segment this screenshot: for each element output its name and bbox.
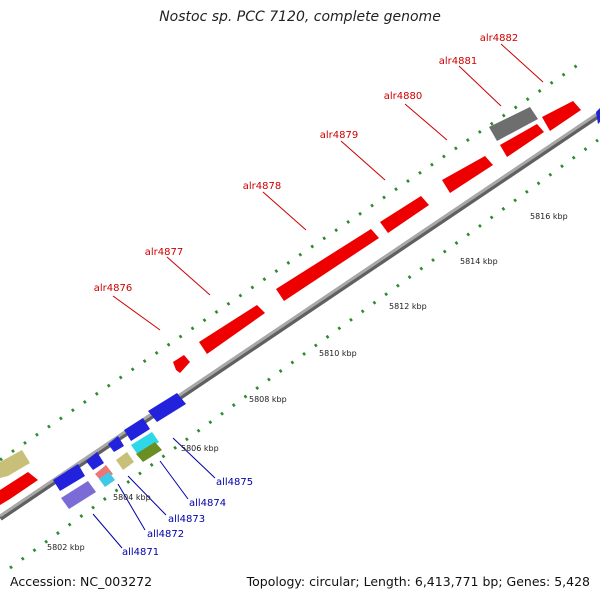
gene-block[interactable] <box>136 442 162 462</box>
ruler-label: 5812 kbp <box>389 302 427 311</box>
gene-label-alr4879[interactable]: alr4879 <box>320 130 358 141</box>
gene-block-alr4876[interactable] <box>199 305 265 354</box>
ruler-label: 5816 kbp <box>530 212 568 221</box>
ruler-label: 5810 kbp <box>319 349 357 358</box>
ruler-label: 5806 kbp <box>181 444 219 453</box>
forward-leader-lines <box>112 43 544 331</box>
ruler-label: 5802 kbp <box>47 543 85 552</box>
gene-block[interactable] <box>95 465 113 482</box>
gene-label-alr4876[interactable]: alr4876 <box>94 283 132 294</box>
accession-text: Accession: NC_003272 <box>10 574 153 589</box>
genome-backbone <box>0 110 600 521</box>
ruler-label: 5804 kbp <box>113 493 151 502</box>
gene-label-alr4882[interactable]: alr4882 <box>480 33 518 44</box>
ruler-label: 5814 kbp <box>460 257 498 266</box>
page-title: Nostoc sp. PCC 7120, complete genome <box>159 9 441 25</box>
gene-label-alr4881[interactable]: alr4881 <box>439 56 477 67</box>
outer-tick-track <box>0 58 586 462</box>
ruler-label: 5808 kbp <box>249 395 287 404</box>
gene-block[interactable] <box>173 355 190 373</box>
gene-label-all4873[interactable]: all4873 <box>168 514 205 525</box>
gene-block[interactable] <box>116 452 134 470</box>
gene-block-all4873[interactable] <box>108 436 124 452</box>
forward-gene-labels: alr4876 alr4877 alr4878 alr4879 alr4880 … <box>94 33 518 294</box>
gene-block[interactable] <box>61 481 96 509</box>
gene-block-all4871[interactable] <box>53 464 85 491</box>
gene-block[interactable] <box>131 432 159 455</box>
gene-label-all4875[interactable]: all4875 <box>216 477 253 488</box>
gene-label-all4871[interactable]: all4871 <box>122 547 159 558</box>
gene-block[interactable] <box>99 472 115 487</box>
gene-block-all4874[interactable] <box>124 418 150 441</box>
reverse-gene-blocks <box>0 108 600 509</box>
gene-block-alr4881[interactable] <box>489 107 538 141</box>
gene-block-alr4879[interactable] <box>442 156 493 193</box>
ruler-labels: 5802 kbp 5804 kbp 5806 kbp 5808 kbp 5810… <box>47 212 568 552</box>
forward-gene-blocks <box>0 101 581 505</box>
gene-label-all4872[interactable]: all4872 <box>147 529 184 540</box>
gene-label-alr4878[interactable]: alr4878 <box>243 181 281 192</box>
gene-label-all4874[interactable]: all4874 <box>189 498 226 509</box>
gene-block-alr4880[interactable] <box>500 124 544 157</box>
gene-block-alr4877[interactable] <box>276 229 379 301</box>
gene-block[interactable] <box>0 472 38 505</box>
gene-block-all4875[interactable] <box>148 393 186 422</box>
gene-block[interactable] <box>596 108 600 124</box>
topology-summary-text: Topology: circular; Length: 6,413,771 bp… <box>246 574 590 589</box>
gene-block-alr4882[interactable] <box>542 101 581 131</box>
inner-tick-track <box>9 138 599 570</box>
reverse-gene-labels: all4871 all4872 all4873 all4874 all4875 <box>122 477 253 558</box>
gene-label-alr4877[interactable]: alr4877 <box>145 247 183 258</box>
gene-block[interactable] <box>0 450 30 478</box>
reverse-leader-lines <box>92 437 216 549</box>
gene-label-alr4880[interactable]: alr4880 <box>384 91 422 102</box>
gene-block-alr4878[interactable] <box>380 196 429 233</box>
gene-block-all4872[interactable] <box>86 452 104 470</box>
